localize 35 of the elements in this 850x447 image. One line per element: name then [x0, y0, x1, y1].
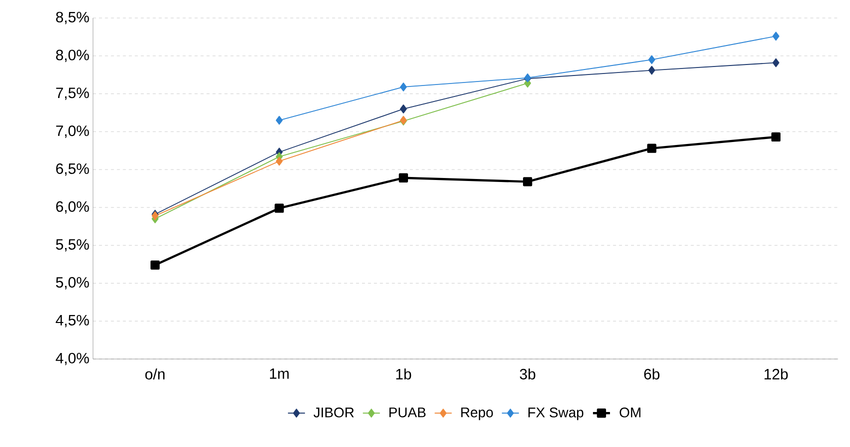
point	[648, 66, 656, 75]
y-tick-label: 6,5%	[56, 163, 89, 176]
x-tick-label: o/n	[145, 368, 165, 380]
x-tick-label: 3b	[520, 368, 536, 380]
y-tick-label: 4,0%	[56, 352, 89, 366]
point	[150, 260, 160, 270]
y-tick-label: 7,0%	[56, 125, 89, 138]
y-tick-label: 8,0%	[56, 50, 89, 62]
y-tick-label: 8,5%	[56, 12, 89, 24]
point	[772, 32, 780, 41]
legend-label: PUAB	[389, 408, 426, 418]
x-tick-label: 6b	[644, 368, 660, 380]
point	[772, 58, 780, 68]
point	[523, 177, 532, 186]
y-tick-label: 5,5%	[56, 239, 89, 252]
point	[398, 173, 408, 182]
legend-label: FX Swap	[528, 408, 584, 420]
point	[274, 204, 284, 213]
point	[771, 132, 781, 142]
point	[276, 156, 283, 166]
legend-label: OM	[620, 408, 640, 418]
y-tick-label: 5,0%	[56, 277, 89, 290]
point	[647, 144, 656, 153]
x-tick-label: 1b	[396, 368, 412, 380]
y-tick-label: 6,0%	[56, 201, 89, 214]
x-tick-label: 12b	[764, 368, 788, 380]
y-tick-label: 4,5%	[56, 314, 89, 328]
y-tick-label: 7,5%	[56, 88, 89, 100]
legend-label: JIBOR	[314, 408, 354, 418]
point	[276, 116, 283, 125]
point	[400, 104, 407, 114]
x-tick-label: 1m	[270, 368, 289, 379]
point	[400, 82, 407, 92]
legend-label: Repo	[461, 408, 493, 420]
point	[648, 55, 656, 64]
